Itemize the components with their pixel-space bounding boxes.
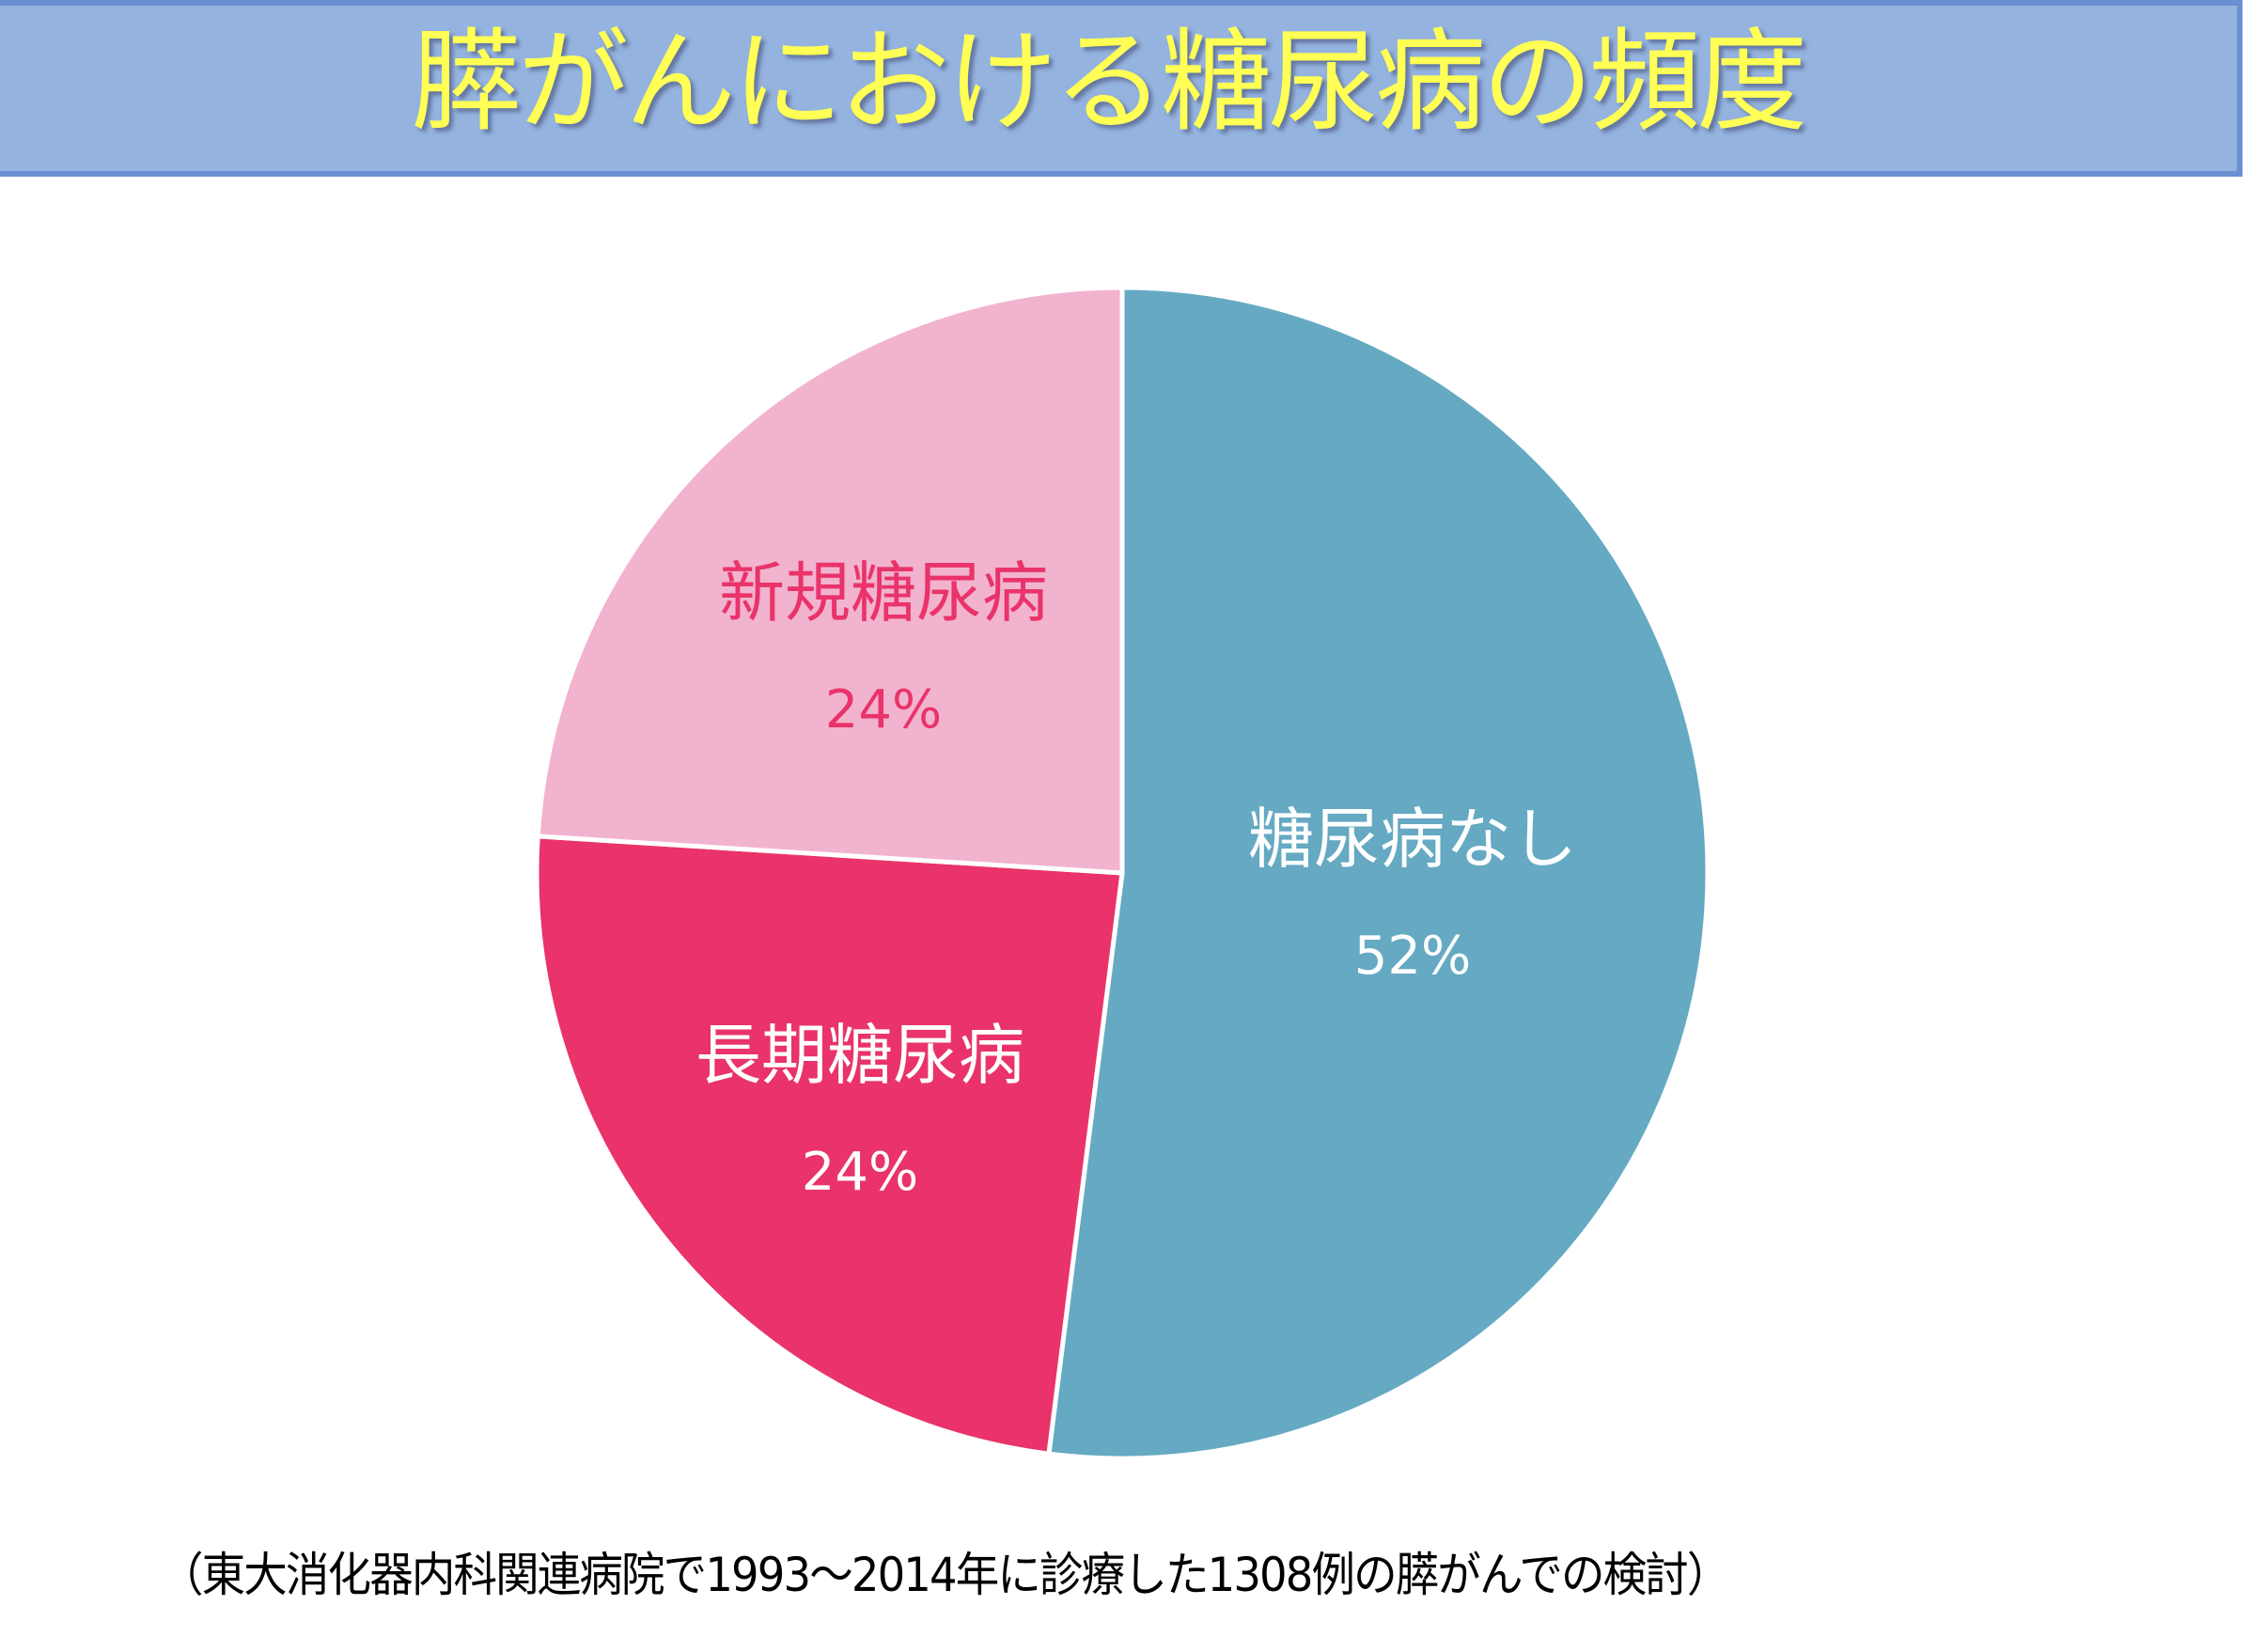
pie-slice-long-term-diabetes xyxy=(534,834,1125,1457)
slice-label-long-term-diabetes: 長期糖尿病 24% xyxy=(695,1022,1024,1199)
slice-name: 糖尿病なし xyxy=(1248,801,1577,878)
pie-slice-no-diabetes xyxy=(1046,285,1711,1461)
slice-percent: 24% xyxy=(824,679,943,740)
page-title: 膵がんにおける糖尿病の頻度 xyxy=(410,17,1807,147)
pie-slice-new-onset-diabetes xyxy=(535,285,1125,876)
slice-name: 新規糖尿病 xyxy=(719,554,1048,631)
slice-percent: 24% xyxy=(801,1142,919,1203)
slice-name: 長期糖尿病 xyxy=(695,1017,1024,1094)
pie-slices xyxy=(534,285,1711,1461)
title-banner: 膵がんにおける糖尿病の頻度 xyxy=(0,0,2242,177)
slice-label-no-diabetes: 糖尿病なし 52% xyxy=(1248,806,1577,983)
footnote: （東大消化器内科関連病院で1993～2014年に診療した1308例の膵がんでの検… xyxy=(160,1548,1730,1602)
slice-percent: 52% xyxy=(1353,926,1472,987)
slice-label-new-onset-diabetes: 新規糖尿病 24% xyxy=(719,560,1048,737)
